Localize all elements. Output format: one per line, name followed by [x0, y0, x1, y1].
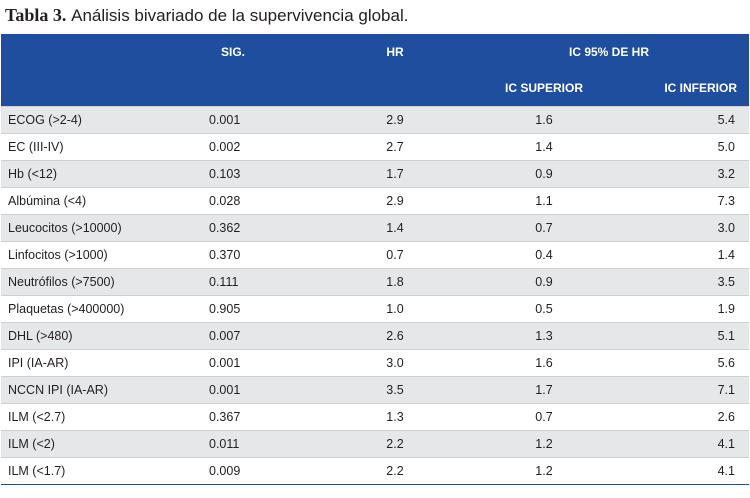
cell-ic-inferior: 1.4	[619, 241, 749, 269]
header-ic-group: IC 95% DE HR	[469, 34, 749, 70]
cell-ic-inferior: 2.6	[619, 403, 749, 431]
cell-ic-superior: 1.1	[469, 187, 619, 215]
cell-sig: 0.001	[181, 349, 321, 377]
cell-hr: 1.4	[321, 214, 469, 242]
header-sig: SIG.	[181, 34, 321, 70]
table-row: EC (III-IV) 0.002 2.7 1.4 5.0	[1, 133, 749, 161]
table-row: ILM (<2) 0.011 2.2 1.2 4.1	[1, 430, 749, 458]
cell-sig: 0.362	[181, 214, 321, 242]
cell-ic-superior: 0.7	[469, 214, 619, 242]
cell-hr: 1.7	[321, 160, 469, 188]
cell-hr: 1.8	[321, 268, 469, 296]
cell-ic-inferior: 3.2	[619, 160, 749, 188]
cell-ic-superior: 0.9	[469, 160, 619, 188]
table-caption: Tabla 3. Análisis bivariado de la superv…	[5, 2, 408, 28]
cell-hr: 2.7	[321, 133, 469, 161]
cell-hr: 3.5	[321, 376, 469, 404]
cell-sig: 0.009	[181, 457, 321, 485]
cell-variable: ILM (<2)	[1, 430, 181, 458]
cell-hr: 2.2	[321, 430, 469, 458]
survival-table: SIG. HR IC 95% DE HR IC SUPERIOR IC INFE…	[1, 34, 749, 485]
table-row: Linfocitos (>1000) 0.370 0.7 0.4 1.4	[1, 241, 749, 269]
cell-sig: 0.905	[181, 295, 321, 323]
cell-hr: 1.3	[321, 403, 469, 431]
cell-ic-superior: 0.9	[469, 268, 619, 296]
cell-sig: 0.011	[181, 430, 321, 458]
table-body: ECOG (>2-4) 0.001 2.9 1.6 5.4 EC (III-IV) 0.00…	[1, 106, 749, 485]
cell-ic-superior: 1.6	[469, 106, 619, 134]
cell-variable: Plaquetas (>400000)	[1, 295, 181, 323]
cell-variable: EC (III-IV)	[1, 133, 181, 161]
cell-ic-inferior: 5.4	[619, 106, 749, 134]
table-row: Neutrófilos (>7500) 0.111 1.8 0.9 3.5	[1, 268, 749, 296]
cell-variable: DHL (>480)	[1, 322, 181, 350]
cell-sig: 0.111	[181, 268, 321, 296]
cell-variable: Leucocitos (>10000)	[1, 214, 181, 242]
table-title: Análisis bivariado de la supervivencia g…	[71, 6, 409, 25]
table-row: IPI (IA-AR) 0.001 3.0 1.6 5.6	[1, 349, 749, 377]
cell-sig: 0.007	[181, 322, 321, 350]
table-row: Hb (<12) 0.103 1.7 0.9 3.2	[1, 160, 749, 188]
table-number: Tabla 3.	[5, 5, 67, 25]
cell-ic-superior: 0.7	[469, 403, 619, 431]
cell-hr: 2.2	[321, 457, 469, 485]
cell-ic-superior: 1.4	[469, 133, 619, 161]
cell-ic-inferior: 7.3	[619, 187, 749, 215]
cell-ic-superior: 1.3	[469, 322, 619, 350]
cell-ic-superior: 0.5	[469, 295, 619, 323]
table-row: ECOG (>2-4) 0.001 2.9 1.6 5.4	[1, 106, 749, 134]
cell-ic-inferior: 4.1	[619, 457, 749, 485]
cell-ic-inferior: 7.1	[619, 376, 749, 404]
table-row: Plaquetas (>400000) 0.905 1.0 0.5 1.9	[1, 295, 749, 323]
header-ic-superior: IC SUPERIOR	[469, 70, 619, 107]
table-row: NCCN IPI (IA-AR) 0.001 3.5 1.7 7.1	[1, 376, 749, 404]
cell-hr: 2.9	[321, 106, 469, 134]
cell-variable: Neutrófilos (>7500)	[1, 268, 181, 296]
cell-ic-inferior: 5.0	[619, 133, 749, 161]
cell-variable: Albúmina (<4)	[1, 187, 181, 215]
cell-ic-inferior: 1.9	[619, 295, 749, 323]
cell-variable: Hb (<12)	[1, 160, 181, 188]
cell-sig: 0.002	[181, 133, 321, 161]
cell-variable: ECOG (>2-4)	[1, 106, 181, 134]
cell-hr: 0.7	[321, 241, 469, 269]
cell-sig: 0.367	[181, 403, 321, 431]
cell-ic-superior: 1.7	[469, 376, 619, 404]
cell-ic-inferior: 4.1	[619, 430, 749, 458]
cell-hr: 2.9	[321, 187, 469, 215]
table-row: Albúmina (<4) 0.028 2.9 1.1 7.3	[1, 187, 749, 215]
cell-ic-inferior: 3.0	[619, 214, 749, 242]
table-row: ILM (<2.7) 0.367 1.3 0.7 2.6	[1, 403, 749, 431]
cell-sig: 0.370	[181, 241, 321, 269]
header-hr-spacer	[321, 70, 469, 107]
cell-ic-superior: 1.6	[469, 349, 619, 377]
header-variable	[1, 34, 181, 107]
cell-hr: 2.6	[321, 322, 469, 350]
header-ic-inferior: IC INFERIOR	[619, 70, 749, 107]
cell-sig: 0.001	[181, 106, 321, 134]
cell-hr: 1.0	[321, 295, 469, 323]
cell-ic-inferior: 5.1	[619, 322, 749, 350]
cell-variable: Linfocitos (>1000)	[1, 241, 181, 269]
table-row: ILM (<1.7) 0.009 2.2 1.2 4.1	[1, 457, 749, 485]
cell-hr: 3.0	[321, 349, 469, 377]
cell-variable: ILM (<1.7)	[1, 457, 181, 485]
cell-sig: 0.001	[181, 376, 321, 404]
table-row: DHL (>480) 0.007 2.6 1.3 5.1	[1, 322, 749, 350]
header-sig-spacer	[181, 70, 321, 107]
cell-ic-inferior: 5.6	[619, 349, 749, 377]
cell-sig: 0.103	[181, 160, 321, 188]
table-row: Leucocitos (>10000) 0.362 1.4 0.7 3.0	[1, 214, 749, 242]
cell-ic-superior: 0.4	[469, 241, 619, 269]
cell-variable: NCCN IPI (IA-AR)	[1, 376, 181, 404]
cell-sig: 0.028	[181, 187, 321, 215]
header-hr: HR	[321, 34, 469, 70]
cell-ic-inferior: 3.5	[619, 268, 749, 296]
cell-variable: ILM (<2.7)	[1, 403, 181, 431]
cell-variable: IPI (IA-AR)	[1, 349, 181, 377]
cell-ic-superior: 1.2	[469, 457, 619, 485]
cell-ic-superior: 1.2	[469, 430, 619, 458]
table-header: SIG. HR IC 95% DE HR IC SUPERIOR IC INFE…	[1, 34, 749, 107]
